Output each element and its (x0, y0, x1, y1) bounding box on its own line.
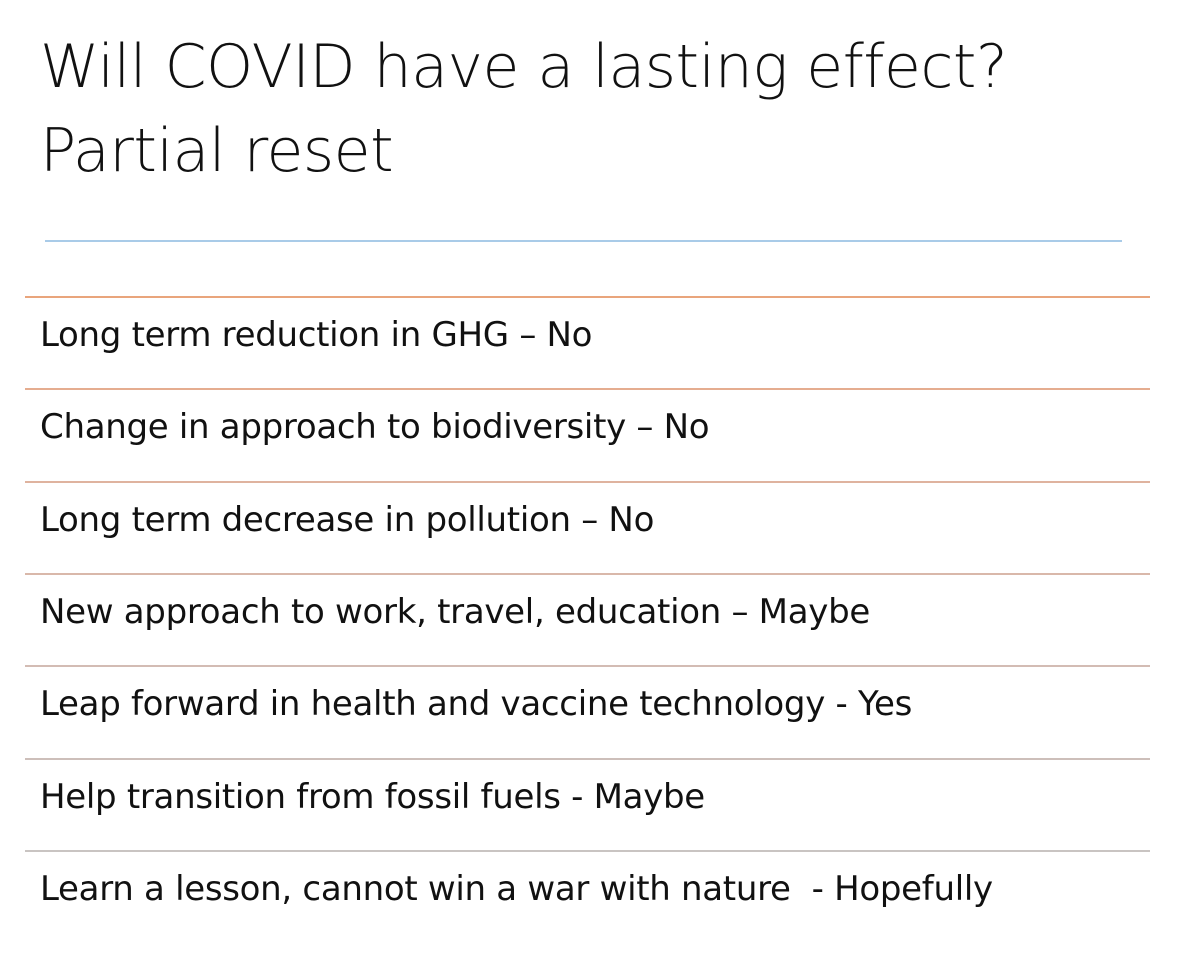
title-line: Partial reset (40, 116, 394, 186)
list-item: New approach to work, travel, education … (40, 591, 870, 632)
list-item: Change in approach to biodiversity – No (40, 407, 710, 448)
list-item: Long term reduction in GHG – No (40, 315, 593, 355)
list-item: Long term decrease in pollution – No (40, 499, 655, 540)
separator (25, 296, 1150, 298)
title-line: Will COVID have a lasting effect? (40, 32, 1008, 102)
list-item: Learn a lesson, cannot win a war with na… (40, 868, 993, 909)
separator (25, 849, 1150, 852)
separator (25, 480, 1150, 483)
list-item: Help transition from fossil fuels - Mayb… (40, 776, 705, 817)
title-underline (45, 240, 1122, 242)
separator (25, 388, 1150, 391)
list-item: Leap forward in health and vaccine techn… (40, 684, 912, 725)
separator (25, 572, 1150, 575)
separator (25, 757, 1150, 760)
separator (25, 665, 1150, 668)
